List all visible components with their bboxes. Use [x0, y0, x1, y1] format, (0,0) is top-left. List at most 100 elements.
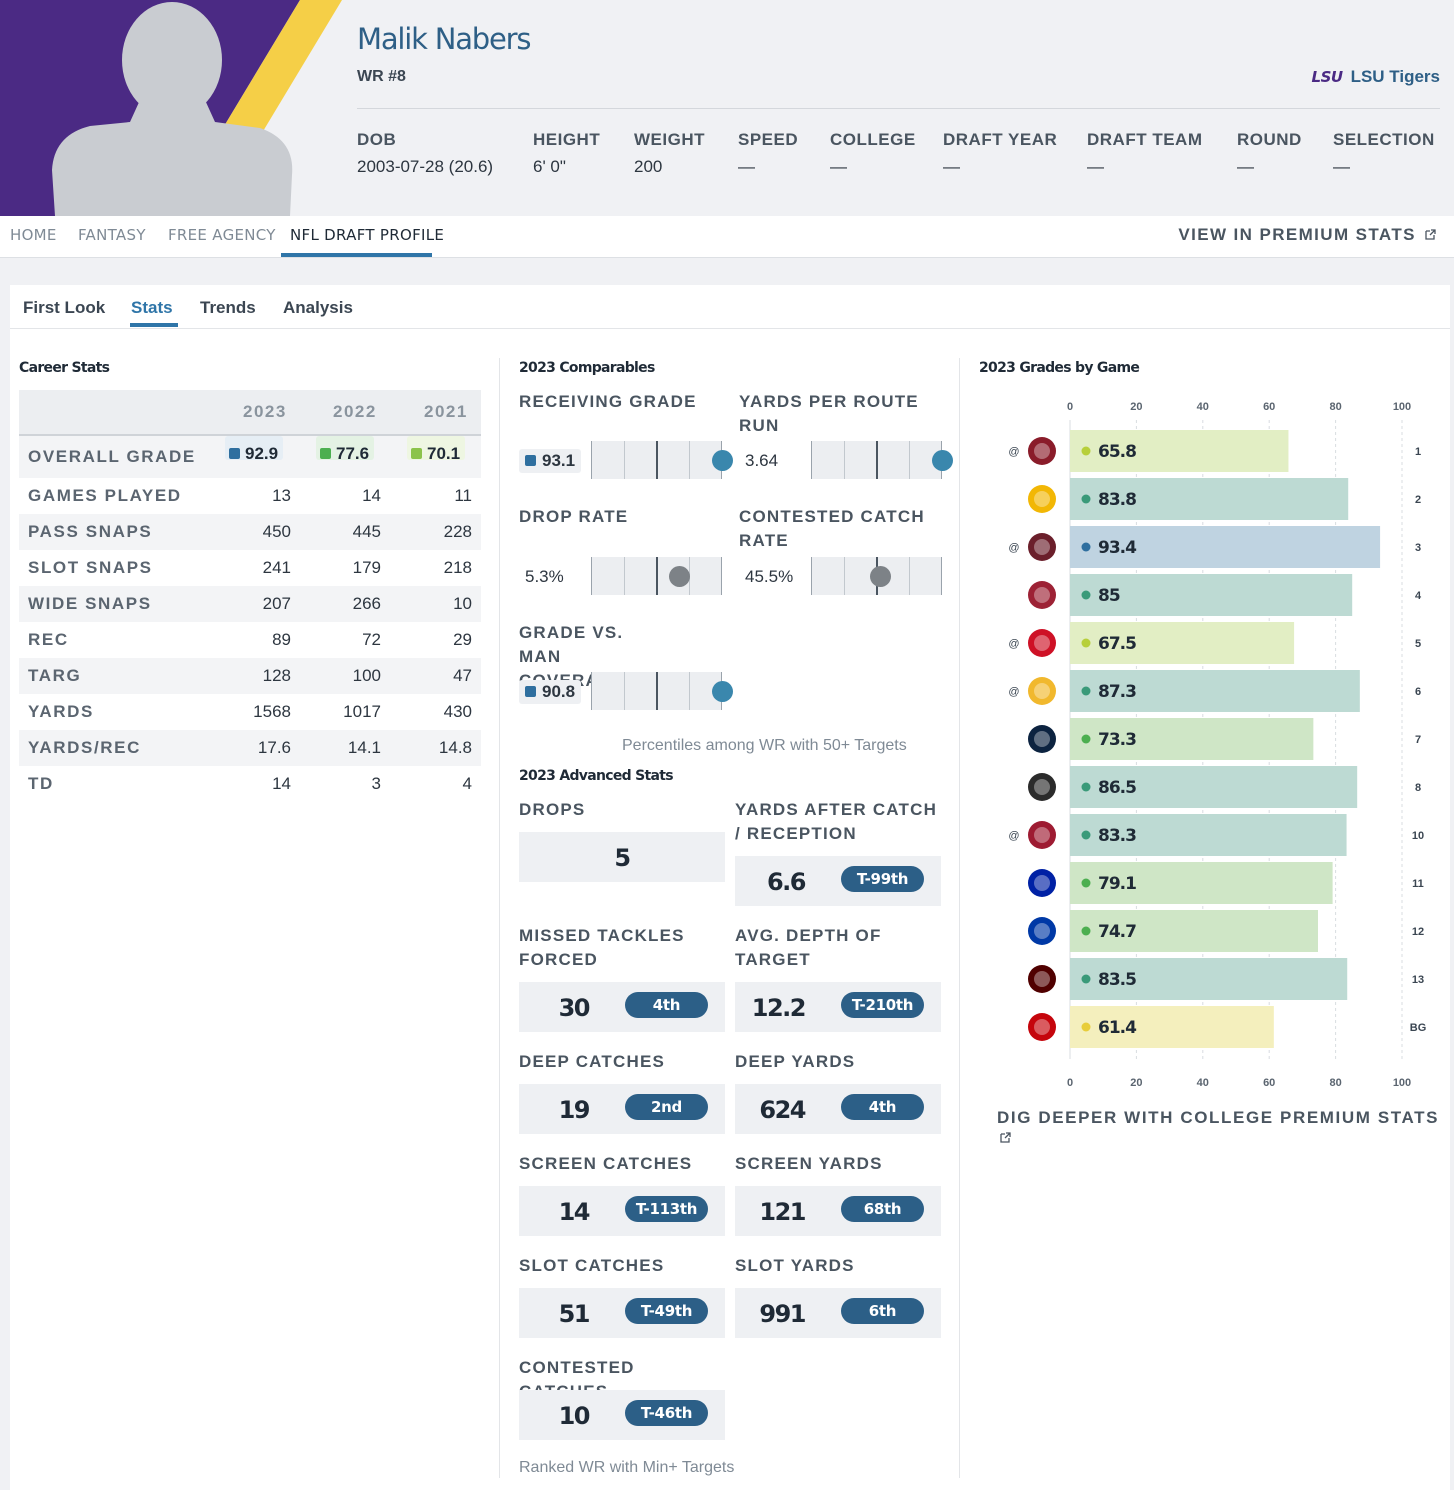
grade-bar — [1070, 622, 1295, 664]
main-nav: HOME FANTASY FREE AGENCY NFL DRAFT PROFI… — [0, 216, 1454, 258]
nav-fantasy[interactable]: FANTASY — [78, 226, 146, 244]
away-marker: @ — [1008, 446, 1019, 458]
opponent-logo-shape — [1028, 437, 1056, 465]
advanced-stat-box: 12.2 T-210th — [735, 982, 941, 1032]
row-label: PASS SNAPS — [28, 522, 153, 541]
bio-field-round: ROUND — — [1237, 130, 1302, 177]
bar-value-label: 86.5 — [1098, 778, 1136, 798]
opponent-logo-shape — [1028, 677, 1056, 705]
row-value: 207 — [262, 594, 291, 613]
game-number-label: 4 — [1415, 590, 1422, 602]
grade-bar — [1070, 958, 1348, 1000]
tab-trends[interactable]: Trends — [200, 298, 256, 317]
advanced-stat-label: DROPS — [519, 800, 586, 819]
row-value: 29 — [453, 630, 472, 649]
percentile-marker — [932, 450, 953, 471]
comparable-value: 45.5% — [745, 567, 794, 586]
rank-badge: T-49th — [625, 1298, 708, 1324]
bar-value-label: 85 — [1098, 586, 1120, 606]
grade-tier-dot — [1081, 926, 1091, 936]
percentile-marker — [712, 450, 733, 471]
player-portrait — [0, 0, 342, 216]
advanced-stat-box: 14 T-113th — [519, 1186, 725, 1236]
nav-free-agency[interactable]: FREE AGENCY — [168, 226, 276, 244]
row-value: 241 — [262, 558, 291, 577]
grade-color-swatch — [229, 448, 240, 459]
premium-link-label: VIEW IN PREMIUM STATS — [1178, 225, 1416, 244]
tab-first-look[interactable]: First Look — [23, 298, 106, 317]
bio-label: SELECTION — [1333, 130, 1435, 149]
bio-value: — — [1087, 157, 1104, 176]
bar-value-label: 83.8 — [1098, 490, 1136, 510]
game-number-label: 2 — [1415, 494, 1421, 506]
ranked-note: Ranked WR with Min+ Targets — [519, 1459, 735, 1476]
view-premium-stats-link[interactable]: VIEW IN PREMIUM STATS — [1178, 225, 1436, 245]
bio-field-college: COLLEGE — — [830, 130, 916, 177]
x-tick-label-top: 0 — [1067, 401, 1073, 413]
opponent-logo-shape — [1028, 965, 1056, 993]
x-tick-label-top: 60 — [1263, 401, 1275, 413]
bio-field-weight: WEIGHT 200 — [634, 130, 705, 177]
game-number-label: 6 — [1415, 686, 1421, 698]
nav-nfl-draft-profile[interactable]: NFL DRAFT PROFILE — [290, 226, 445, 244]
advanced-stat-box: 991 6th — [735, 1288, 941, 1338]
row-value: 17.6 — [257, 738, 291, 757]
row-value: 1017 — [343, 702, 381, 721]
bio-field-speed: SPEED — — [738, 130, 798, 177]
advanced-stat-label: SCREEN YARDS — [735, 1154, 883, 1173]
x-tick-label-top: 40 — [1197, 401, 1209, 413]
career-row-targ: TARG 128 100 47 — [19, 658, 481, 694]
grade-bar — [1070, 814, 1347, 856]
comparable-label: DROP RATE — [519, 507, 629, 526]
opponent-logo-inner — [1034, 971, 1050, 987]
percentile-track — [591, 441, 722, 479]
x-tick-label-bottom: 20 — [1130, 1077, 1142, 1089]
tab-analysis[interactable]: Analysis — [283, 298, 353, 317]
career-row-pass-snaps: PASS SNAPS 450 445 228 — [19, 514, 481, 550]
game-number-label: 10 — [1412, 830, 1424, 842]
advanced-stat-label: DEEP YARDS — [735, 1052, 856, 1071]
opponent-logo-shape — [1028, 869, 1056, 897]
grade-tier-dot — [1081, 878, 1091, 888]
row-value: 450 — [262, 522, 291, 541]
bio-value: — — [1237, 157, 1254, 176]
comparable-label: CONTESTED CATCH RATE — [739, 507, 925, 550]
grade-bar — [1070, 670, 1360, 712]
header-divider — [357, 108, 1440, 109]
percentile-bar: 5.3% — [519, 557, 724, 595]
advanced-stat-value: 121 — [759, 1198, 806, 1226]
grade-bar — [1070, 910, 1319, 952]
nav-home[interactable]: HOME — [10, 226, 57, 244]
bio-value: — — [830, 157, 847, 176]
bio-value: 6' 0" — [533, 157, 566, 176]
tab-stats[interactable]: Stats — [131, 298, 173, 317]
row-value: 445 — [352, 522, 381, 541]
grade-tier-dot — [1081, 590, 1091, 600]
opponent-logo-shape — [1028, 725, 1056, 753]
bio-field-dob: DOB 2003-07-28 (20.6) — [357, 130, 493, 177]
comparable-value: 93.1 — [519, 449, 582, 473]
percentile-bar: 93.1 — [519, 441, 733, 479]
grade-tier-dot — [1081, 446, 1091, 456]
external-link-icon — [1425, 229, 1436, 240]
opponent-logo-shape — [1028, 917, 1056, 945]
team-link[interactable]: LSU LSU Tigers — [1312, 67, 1440, 87]
bar-value-label: 83.5 — [1098, 970, 1136, 990]
opponent-logo-inner — [1034, 779, 1050, 795]
bar-value-label: 65.8 — [1098, 442, 1136, 462]
career-row-yards-rec: YARDS/REC 17.6 14.1 14.8 — [19, 730, 481, 766]
row-label: YARDS — [28, 702, 94, 721]
rank-badge: 68th — [841, 1196, 924, 1222]
dig-deeper-link[interactable]: DIG DEEPER WITH COLLEGE PREMIUM STATS — [997, 1108, 1454, 1148]
advanced-stat-label: DEEP CATCHES — [519, 1052, 666, 1071]
ole-miss-logo-icon — [1028, 629, 1056, 657]
career-table-header: 2023 2022 2021 — [19, 390, 481, 436]
row-value: 14 — [272, 774, 291, 793]
advanced-stat-box: 121 68th — [735, 1186, 941, 1236]
team-logo-icon: LSU — [1311, 68, 1344, 86]
grade-color-swatch — [411, 448, 422, 459]
advanced-stat-box: 51 T-49th — [519, 1288, 725, 1338]
player-header: Malik Nabers WR #8 LSU LSU Tigers DOB 200… — [0, 0, 1454, 216]
row-label: WIDE SNAPS — [28, 594, 152, 613]
game-number-label: 7 — [1415, 734, 1421, 746]
